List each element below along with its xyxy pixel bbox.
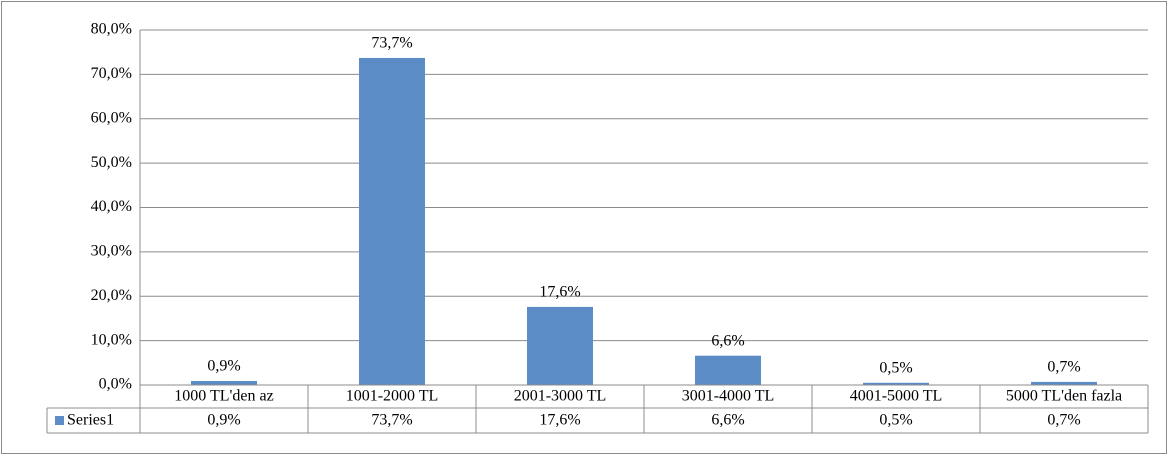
bar: [359, 57, 425, 386]
y-tick-label: 50,0%: [91, 154, 132, 171]
value-label: 0,9%: [207, 358, 240, 375]
y-tick-label: 60,0%: [91, 109, 132, 126]
bar: [695, 355, 761, 385]
legend-swatch: [55, 416, 64, 425]
value-label: 6,6%: [711, 332, 744, 349]
y-tick-label: 40,0%: [91, 198, 132, 215]
y-tick-label: 0,0%: [99, 376, 132, 393]
table-cell: 0,5%: [879, 412, 912, 429]
y-tick-label: 80,0%: [91, 21, 132, 38]
table-cell: 0,7%: [1047, 412, 1080, 429]
legend-label: Series1: [67, 412, 114, 429]
table-cell: 73,7%: [371, 412, 412, 429]
table-cell: 6,6%: [711, 412, 744, 429]
table-cell: 0,9%: [207, 412, 240, 429]
x-tick-label: 4001-5000 TL: [850, 388, 943, 405]
table-cell: 17,6%: [539, 412, 580, 429]
value-label: 0,5%: [879, 359, 912, 376]
bar: [191, 381, 257, 385]
x-tick-label: 2001-3000 TL: [514, 388, 607, 405]
y-tick-label: 20,0%: [91, 287, 132, 304]
x-tick-label: 3001-4000 TL: [682, 388, 775, 405]
value-label: 0,7%: [1047, 359, 1080, 376]
y-tick-label: 30,0%: [91, 243, 132, 260]
value-label: 17,6%: [539, 284, 580, 301]
bar: [863, 382, 929, 385]
x-tick-label: 5000 TL'den fazla: [1006, 388, 1122, 405]
y-tick-label: 10,0%: [91, 331, 132, 348]
value-label: 73,7%: [371, 35, 412, 52]
x-tick-label: 1001-2000 TL: [346, 388, 439, 405]
y-tick-label: 70,0%: [91, 65, 132, 82]
bar: [1031, 381, 1097, 385]
bar: [527, 306, 593, 385]
x-tick-label: 1000 TL'den az: [174, 388, 273, 405]
